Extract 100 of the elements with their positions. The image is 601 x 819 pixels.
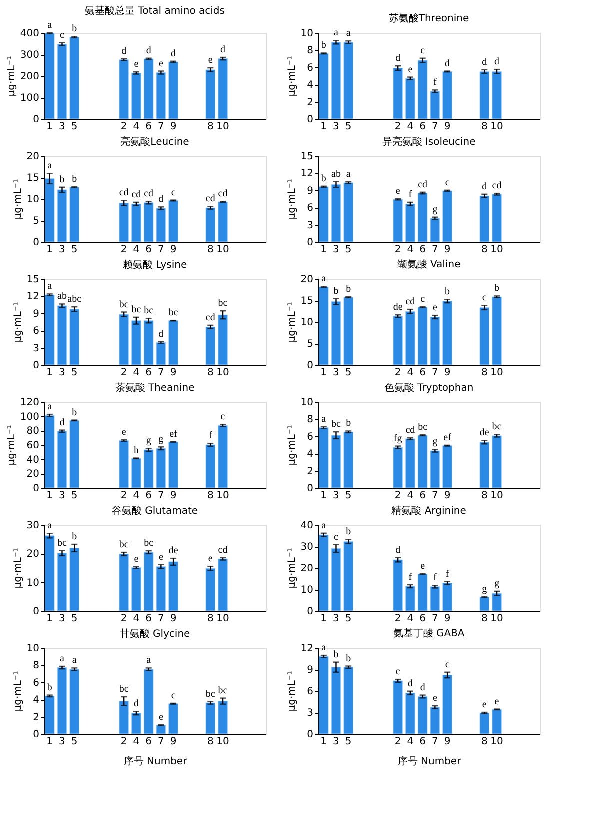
y-tick-label: 10	[300, 28, 314, 40]
x-tick-label: 5	[71, 244, 78, 256]
y-tick-label: 2	[307, 97, 314, 108]
x-tick-label: 10	[216, 244, 230, 256]
y-tick-label: 0	[307, 238, 314, 248]
bar	[393, 199, 403, 242]
bar	[318, 534, 329, 612]
y-tick-label: 9	[307, 186, 314, 197]
data-label: bc	[144, 306, 154, 317]
bar	[119, 440, 129, 488]
bar	[132, 72, 142, 120]
bar	[406, 438, 416, 488]
bar	[57, 306, 68, 366]
data-label: e	[494, 696, 500, 708]
data-label: b	[346, 526, 352, 538]
y-tick-label: 4	[307, 449, 314, 460]
data-label: g	[494, 578, 500, 590]
data-label: de	[480, 428, 490, 439]
bar	[156, 448, 166, 488]
data-label: d	[482, 56, 488, 68]
bar	[156, 342, 166, 366]
data-label: cd	[206, 194, 216, 205]
data-label: b	[60, 174, 65, 186]
y-tick-label: 400	[20, 28, 40, 40]
bar	[492, 296, 502, 366]
chart-title: 谷氨酸 Glutamate	[112, 505, 198, 517]
y-tick-label: 3	[33, 343, 40, 354]
bar	[144, 58, 154, 120]
x-tick-label: 7	[158, 244, 164, 256]
y-tick-label: 10	[26, 644, 40, 654]
x-tick-label: 1	[320, 736, 328, 748]
data-label: bc	[218, 685, 228, 696]
x-tick-label: 6	[146, 368, 152, 378]
y-tick-label: 9	[33, 308, 40, 320]
data-label: f	[446, 568, 450, 580]
data-label: b	[72, 531, 78, 542]
bar	[132, 567, 142, 612]
x-tick-label: 8	[207, 244, 214, 256]
data-label: bc	[58, 538, 68, 549]
bar	[331, 302, 342, 366]
bar	[442, 301, 452, 366]
bar	[218, 701, 228, 734]
x-tick-label: 6	[420, 122, 426, 132]
data-label: a	[334, 28, 340, 39]
x-tick-label: 8	[481, 122, 488, 132]
x-tick-label: 5	[71, 736, 78, 748]
x-tick-label: 8	[207, 490, 214, 502]
y-axis-title: μg·mL⁻¹	[286, 671, 298, 712]
bar	[331, 435, 342, 488]
x-tick-label: 1	[320, 490, 328, 502]
x-tick-label: 10	[490, 244, 504, 256]
data-label: g	[146, 436, 152, 447]
x-tick-label: 8	[207, 368, 214, 378]
y-tick-label: 15	[26, 173, 40, 184]
x-tick-label: 5	[71, 122, 78, 132]
y-tick-label: 4	[33, 695, 40, 706]
x-tick-label: 4	[407, 490, 414, 502]
data-label: de	[393, 302, 404, 314]
bar	[70, 420, 80, 488]
data-label: a	[48, 520, 53, 532]
data-label: de	[168, 546, 179, 557]
x-tick-label: 3	[333, 614, 340, 624]
x-tick-label: 1	[46, 122, 54, 132]
data-label: d	[396, 544, 401, 556]
x-tick-label: 1	[320, 368, 328, 378]
data-label: d	[220, 44, 226, 56]
x-tick-label: 10	[490, 490, 504, 502]
data-label: b	[334, 649, 339, 660]
data-label: b	[346, 418, 352, 430]
x-tick-label: 8	[207, 614, 214, 624]
data-label: d	[445, 58, 450, 70]
data-label: a	[48, 20, 53, 31]
x-tick-label: 5	[345, 122, 352, 132]
bar	[344, 297, 354, 366]
y-tick-label: 100	[20, 93, 40, 104]
x-tick-label: 10	[216, 122, 230, 132]
x-axis-title: 序号 Number	[398, 756, 462, 768]
data-label: c	[482, 292, 488, 304]
x-tick-label: 9	[170, 122, 177, 132]
data-label: c	[396, 666, 401, 678]
data-label: e	[158, 58, 164, 70]
bar	[318, 53, 329, 120]
y-tick-label: 120	[20, 398, 40, 408]
bar	[70, 37, 80, 120]
y-tick-label: 15	[300, 152, 314, 162]
bar	[406, 78, 416, 120]
x-tick-label: 6	[146, 490, 152, 502]
bar	[442, 190, 452, 242]
x-tick-label: 1	[46, 368, 54, 378]
bar	[393, 560, 403, 612]
x-tick-label: 6	[420, 368, 426, 378]
x-tick-label: 2	[394, 490, 402, 502]
y-tick-label: 6	[307, 686, 314, 698]
data-label: e	[420, 560, 426, 572]
y-tick-label: 0	[33, 114, 40, 126]
data-label: e	[208, 554, 214, 565]
data-label: a	[322, 414, 327, 425]
bar	[418, 60, 428, 120]
x-tick-label: 2	[394, 122, 402, 132]
data-label: cd	[492, 180, 502, 192]
